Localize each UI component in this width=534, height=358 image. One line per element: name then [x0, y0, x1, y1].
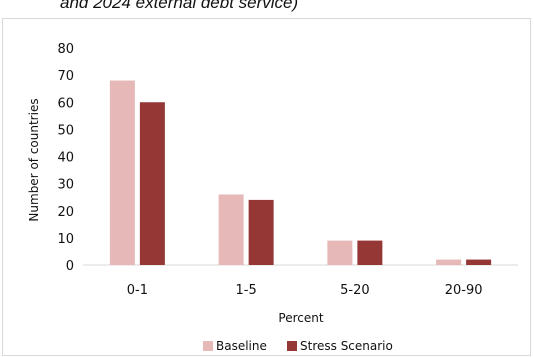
- bar-stress-scenario-0-1: [139, 102, 165, 265]
- bar-baseline-5-20: [327, 240, 353, 265]
- legend-swatch-stress-scenario: [287, 341, 297, 351]
- y-axis-title: Number of countries: [27, 98, 41, 221]
- x-axis-ticks: 0-1 1-5 5-20 20-90: [127, 283, 483, 298]
- bar-stress-scenario-20-90: [466, 259, 492, 265]
- y-tick-label: 80: [57, 42, 74, 57]
- y-tick-label: 70: [57, 69, 74, 84]
- bars: [109, 80, 492, 265]
- y-tick-label: 40: [57, 151, 74, 166]
- y-axis-ticks: 0 10 20 30 40 50 60 70 80: [57, 42, 74, 274]
- legend: Baseline Stress Scenario: [203, 339, 393, 353]
- x-axis-title: Percent: [278, 311, 323, 325]
- y-tick-label: 60: [57, 96, 74, 111]
- legend-label-baseline: Baseline: [216, 339, 267, 353]
- y-tick-label: 0: [66, 259, 74, 274]
- bar-stress-scenario-1-5: [248, 199, 274, 265]
- bar-baseline-1-5: [218, 194, 244, 265]
- y-tick-label: 10: [57, 232, 74, 247]
- y-tick-label: 20: [57, 205, 74, 220]
- legend-label-stress-scenario: Stress Scenario: [300, 339, 393, 353]
- chart-title-fragment: and 2024 external debt service): [60, 0, 299, 12]
- x-tick-label: 5-20: [340, 283, 370, 298]
- bar-baseline-0-1: [109, 80, 135, 265]
- legend-swatch-baseline: [203, 341, 213, 351]
- bar-stress-scenario-5-20: [357, 240, 383, 265]
- chart-panel: [2, 18, 531, 356]
- y-tick-label: 50: [57, 123, 74, 138]
- bar-baseline-20-90: [436, 259, 462, 265]
- x-tick-label: 1-5: [236, 283, 257, 298]
- x-tick-label: 0-1: [127, 283, 148, 298]
- y-tick-label: 30: [57, 178, 74, 193]
- x-tick-label: 20-90: [445, 283, 483, 298]
